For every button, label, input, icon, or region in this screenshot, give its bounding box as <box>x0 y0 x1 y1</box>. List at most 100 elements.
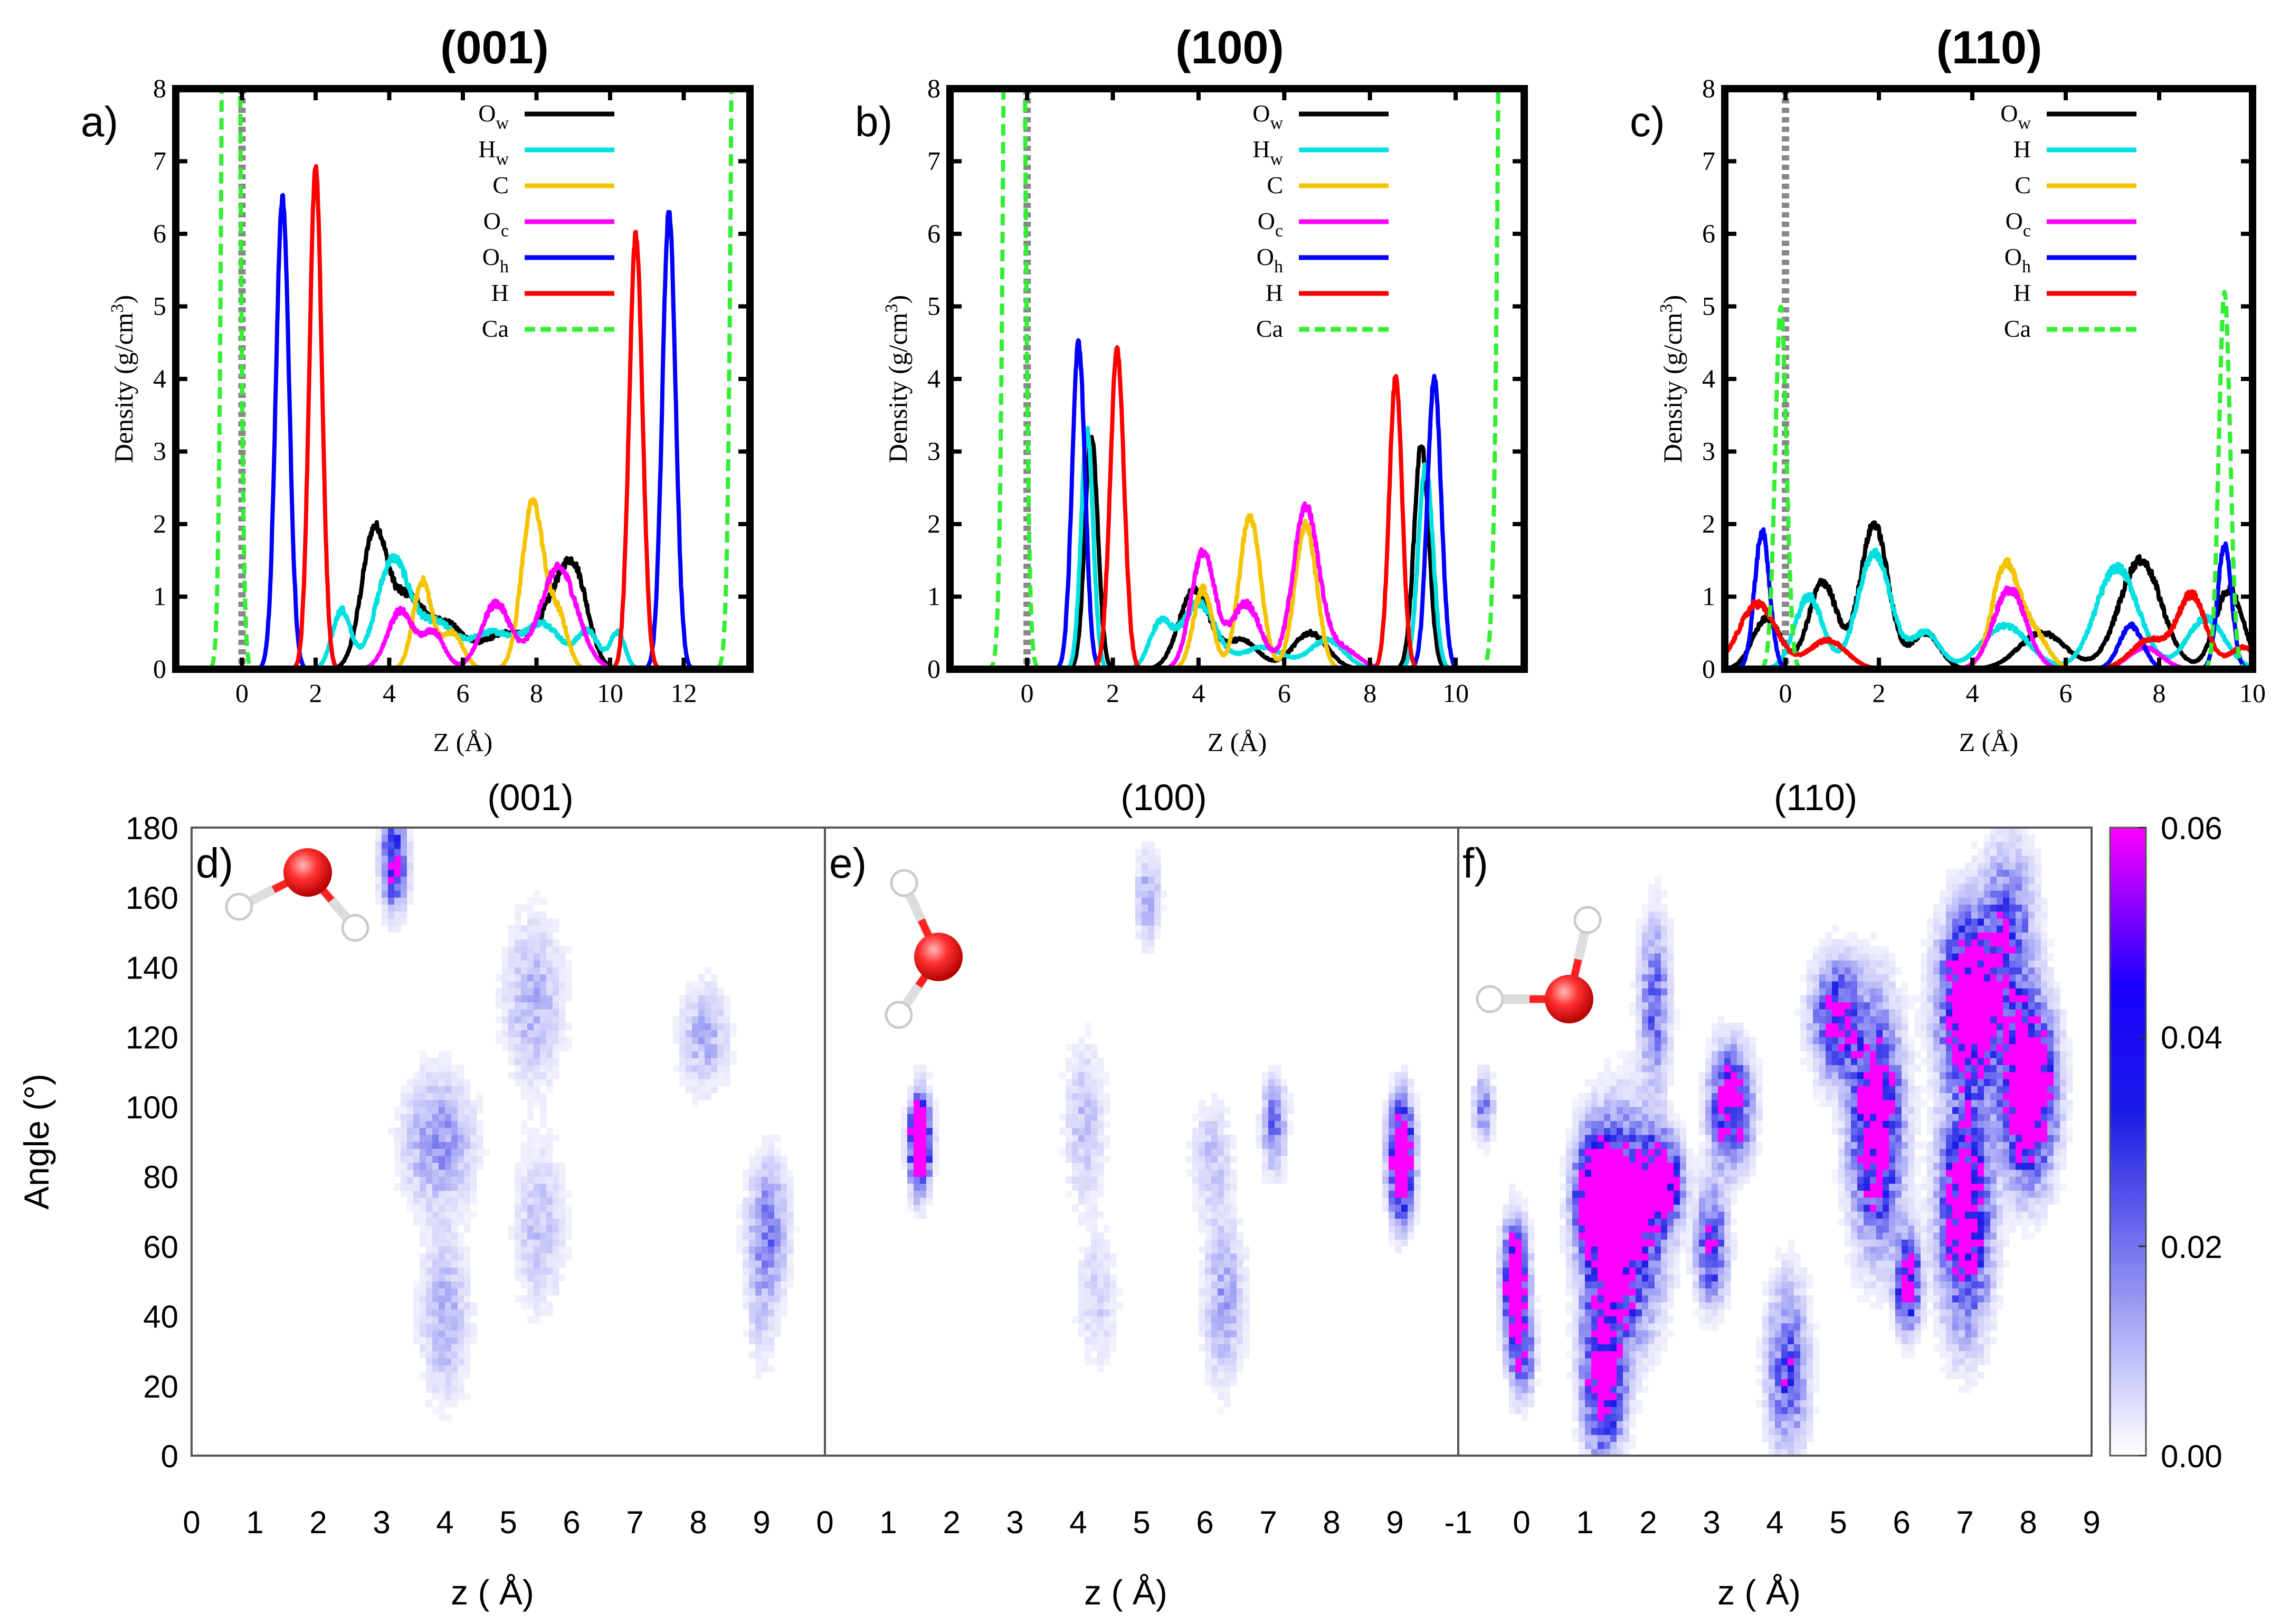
heatmap-cell <box>1851 1274 1858 1281</box>
heatmap-cell <box>1870 1030 1877 1038</box>
heatmap-cell <box>1750 1106 1756 1114</box>
heatmap-cell <box>445 1058 452 1066</box>
heatmap-cell <box>515 1162 521 1170</box>
heatmap-cell <box>1655 1309 1661 1317</box>
heatmap-cell <box>1509 1260 1516 1268</box>
heatmap-cell <box>1629 1316 1636 1324</box>
heatmap-cell <box>1851 1134 1858 1142</box>
heatmap-cell <box>1845 1253 1851 1261</box>
heatmap-cell <box>1731 1197 1737 1205</box>
heatmap-cell <box>388 848 395 856</box>
heatmap-cell <box>1718 1106 1725 1114</box>
heatmap-cell <box>1876 1086 1883 1093</box>
heatmap-cell <box>1091 1065 1098 1072</box>
heatmap-cell <box>1648 1120 1655 1128</box>
heatmap-cell <box>1629 1246 1636 1254</box>
heatmap-cell <box>1655 953 1661 961</box>
heatmap-cell <box>1192 1176 1199 1184</box>
heatmap-cell <box>705 1065 711 1072</box>
heatmap-cell <box>1097 1071 1104 1079</box>
heatmap-cell <box>762 1239 768 1247</box>
heatmap-cell <box>1655 1267 1661 1275</box>
heatmap-cell <box>1705 1142 1712 1149</box>
heatmap-cell <box>1623 1232 1630 1240</box>
heatmap-cell <box>1655 1023 1661 1030</box>
heatmap-cell <box>565 974 572 982</box>
heatmap-cell <box>546 988 553 995</box>
heatmap-cell <box>1851 1043 1858 1051</box>
heatmap-cell <box>508 953 515 961</box>
heatmap-cell <box>1712 1142 1718 1149</box>
heatmap-cell <box>1705 1093 1712 1100</box>
heatmap-cell <box>1705 1295 1712 1303</box>
heatmap-cell <box>1712 1023 1718 1030</box>
heatmap-cell <box>445 1281 452 1289</box>
heatmap-cell <box>1572 1316 1579 1324</box>
heatmap-cell <box>768 1281 775 1289</box>
heatmap-cell <box>1661 1302 1668 1309</box>
heatmap-cell <box>1642 960 1649 967</box>
heatmap-cell <box>1085 1218 1091 1226</box>
heatmap-cell <box>1572 1372 1579 1380</box>
heatmap-cell <box>565 988 572 995</box>
heatmap-cell <box>1072 1079 1079 1086</box>
heatmap-cell <box>1617 1344 1623 1352</box>
heatmap-cell <box>1699 1323 1706 1331</box>
heatmap-cell <box>1218 1142 1224 1149</box>
heatmap-cell <box>1845 1127 1851 1135</box>
heatmap-cell <box>534 1204 540 1212</box>
heatmap-cell <box>901 1120 908 1128</box>
heatmap-cell <box>420 1288 426 1296</box>
heatmap-cell <box>1851 1197 1858 1205</box>
heatmap-cell <box>762 1246 768 1254</box>
heatmap-cell <box>1059 1148 1066 1156</box>
heatmap-cell <box>375 869 382 877</box>
heatmap-cell <box>1585 1281 1592 1289</box>
heatmap-cell <box>1205 1176 1212 1184</box>
heatmap-cell <box>1401 1079 1408 1086</box>
heatmap-cell <box>1097 1330 1104 1337</box>
heatmap-cell <box>1870 1274 1877 1281</box>
curves <box>950 89 1524 669</box>
heatmap-cell <box>464 1323 471 1331</box>
heatmap-cell <box>1705 1058 1712 1066</box>
legend-subscript: h <box>500 257 509 277</box>
heatmap-panel-d: (001)d)0 1 2 3 4 5 6 7 8 9z ( Å)02040608010012014… <box>17 777 826 1612</box>
heatmap-cell <box>1579 1337 1585 1344</box>
heatmap-cell <box>1623 1079 1630 1086</box>
heatmap-cell <box>1243 1288 1250 1296</box>
heatmap-cell <box>762 1232 768 1240</box>
heatmap-cell <box>1598 1407 1604 1414</box>
heatmap-cell <box>1281 1093 1288 1100</box>
heatmap-cell <box>1642 1120 1649 1128</box>
heatmap-cell <box>1243 1337 1250 1344</box>
heatmap-cell <box>1674 1260 1680 1268</box>
heatmap-cell <box>1275 1065 1281 1072</box>
heatmap-cell <box>692 1051 699 1058</box>
heatmap-cell <box>736 1204 743 1212</box>
heatmap-cell <box>1636 1148 1642 1156</box>
heatmap-cell <box>1211 1357 1218 1365</box>
heatmap-cell <box>1870 1086 1877 1093</box>
heatmap-cell <box>540 1197 547 1205</box>
heatmap-cell <box>711 1030 718 1038</box>
heatmap-cell <box>1883 1051 1889 1058</box>
heatmap-cell <box>1097 1337 1104 1344</box>
heatmap-cell <box>420 1274 426 1281</box>
heatmap-cell <box>1389 1162 1395 1170</box>
heatmap-cell <box>401 1190 407 1198</box>
heatmap-cell <box>1579 1148 1585 1156</box>
heatmap-cell <box>1800 1420 1807 1428</box>
heatmap-cell <box>527 1065 534 1072</box>
heatmap-cell <box>1585 1099 1592 1107</box>
heatmap-cell <box>1262 1099 1269 1107</box>
heatmap-cell <box>1154 876 1161 884</box>
heatmap-cell <box>1731 1058 1737 1066</box>
heatmap-cell <box>1509 1183 1516 1191</box>
heatmap-cell <box>432 1155 439 1163</box>
heatmap-cell <box>1211 1176 1218 1184</box>
heatmap-cell <box>1598 1420 1604 1428</box>
heatmap-cell <box>1091 1043 1098 1051</box>
heatmap-cell <box>1585 1169 1592 1177</box>
heatmap-cell <box>717 1037 724 1044</box>
